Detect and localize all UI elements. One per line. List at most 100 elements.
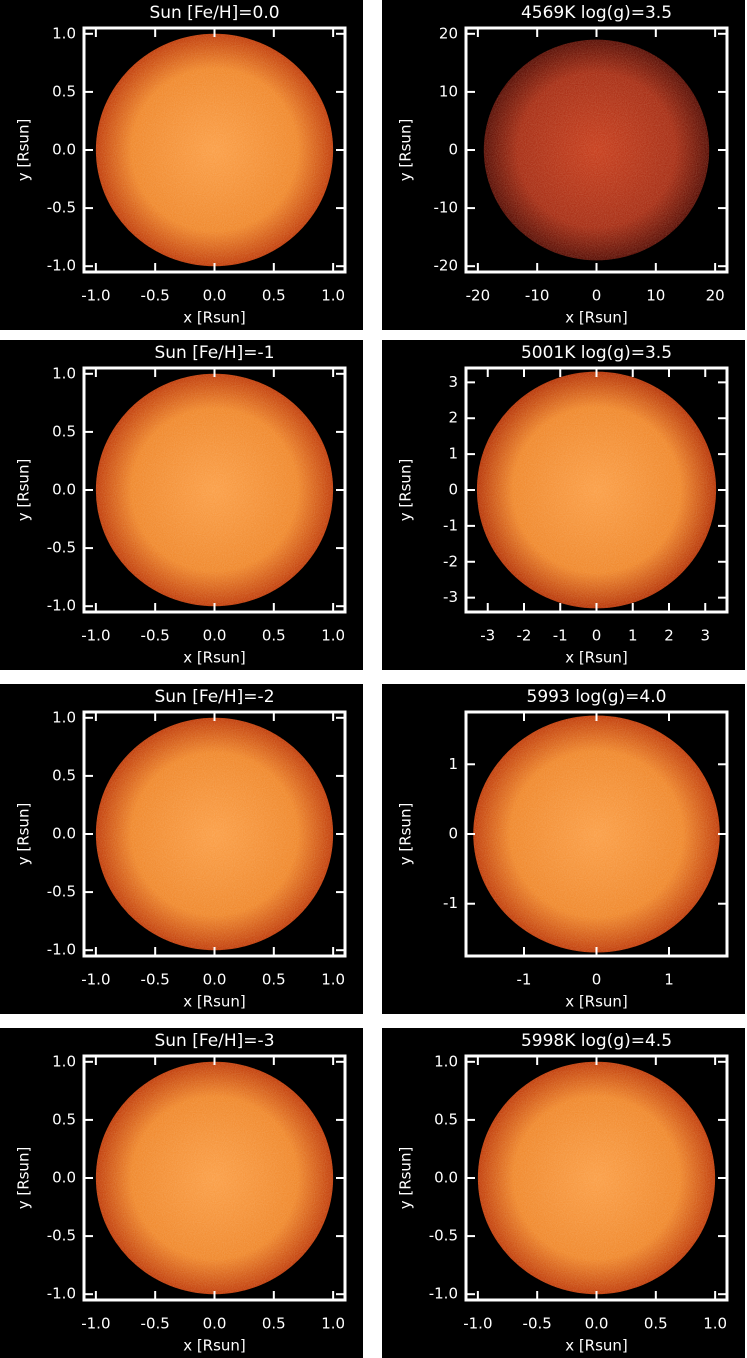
y-tick-label: -1.0 — [47, 1285, 76, 1303]
y-tick-label: 3 — [448, 373, 458, 391]
chart-panel: -20 -10 0 10 20 -20 -10 0 10 20 4569K log(g)=3.5 x … — [382, 0, 745, 330]
x-tick-label: -10 — [525, 287, 550, 305]
x-axis-label: x [Rsun] — [183, 1337, 246, 1355]
disk-texture — [95, 717, 334, 951]
y-tick-label: 0.0 — [52, 1169, 76, 1187]
y-tick-label: 1 — [448, 445, 458, 463]
y-tick-label: -0.5 — [47, 539, 76, 557]
x-tick-label: -0.5 — [523, 1315, 552, 1333]
y-tick-label: 0.5 — [434, 1110, 458, 1128]
x-tick-label: 0.5 — [644, 1315, 668, 1333]
x-tick-label: -3 — [480, 627, 495, 645]
x-tick-label: 0 — [592, 627, 602, 645]
chart-title: Sun [Fe/H]=0.0 — [149, 3, 279, 23]
y-axis-label: y [Rsun] — [15, 803, 33, 866]
x-tick-label: -2 — [517, 627, 532, 645]
x-tick-label: -0.5 — [141, 627, 170, 645]
chart-title: 4569K log(g)=3.5 — [521, 3, 672, 23]
y-axis-label: y [Rsun] — [397, 119, 415, 182]
x-tick-label: 1.0 — [321, 287, 345, 305]
x-axis-label: x [Rsun] — [183, 309, 246, 327]
chart-title: Sun [Fe/H]=-1 — [154, 343, 274, 363]
y-tick-label: 0 — [448, 825, 458, 843]
y-tick-label: -1.0 — [429, 1285, 458, 1303]
x-tick-label: 3 — [700, 627, 710, 645]
disk-texture — [95, 33, 334, 267]
x-axis-label: x [Rsun] — [565, 1337, 628, 1355]
y-tick-label: 2 — [448, 409, 458, 427]
x-tick-label: 2 — [664, 627, 674, 645]
y-tick-label: 0 — [448, 141, 458, 159]
x-axis-label: x [Rsun] — [565, 649, 628, 667]
y-tick-label: -0.5 — [47, 1227, 76, 1245]
y-tick-label: 1.0 — [434, 1052, 458, 1070]
y-tick-label: -0.5 — [429, 1227, 458, 1245]
x-tick-label: -20 — [466, 287, 491, 305]
chart-title: 5993 log(g)=4.0 — [527, 687, 667, 707]
y-tick-label: -20 — [434, 257, 459, 275]
y-tick-label: -10 — [434, 199, 459, 217]
x-axis-label: x [Rsun] — [183, 993, 246, 1011]
y-tick-label: 1.0 — [52, 24, 76, 42]
x-tick-label: 0.0 — [203, 627, 227, 645]
disk-texture — [473, 715, 720, 953]
y-tick-label: 0.5 — [52, 422, 76, 440]
y-axis-label: y [Rsun] — [397, 459, 415, 522]
x-tick-label: 0 — [592, 971, 602, 989]
x-tick-label: 10 — [646, 287, 665, 305]
disk-texture — [477, 1061, 716, 1295]
y-tick-label: 1.0 — [52, 708, 76, 726]
x-tick-label: -1.0 — [81, 627, 110, 645]
x-tick-label: 1.0 — [321, 971, 345, 989]
chart-title: Sun [Fe/H]=-2 — [154, 687, 274, 707]
x-tick-label: 0.0 — [203, 287, 227, 305]
y-tick-label: 0.5 — [52, 82, 76, 100]
y-tick-label: -0.5 — [47, 199, 76, 217]
y-axis-label: y [Rsun] — [15, 119, 33, 182]
x-tick-label: -1.0 — [463, 1315, 492, 1333]
x-axis-label: x [Rsun] — [565, 993, 628, 1011]
chart-panel: -1.0 -0.5 0.0 0.5 1.0 -1.0 -0.5 0.0 0.5 1.0 Sun [F… — [0, 684, 363, 1014]
disk-texture — [476, 371, 717, 609]
x-tick-label: -1.0 — [81, 287, 110, 305]
x-tick-label: 1 — [664, 971, 674, 989]
x-tick-label: 0.5 — [262, 971, 286, 989]
chart-panel: -1.0 -0.5 0.0 0.5 1.0 -1.0 -0.5 0.0 0.5 1.0 Sun [F… — [0, 340, 363, 670]
x-tick-label: 0.5 — [262, 627, 286, 645]
y-tick-label: -3 — [443, 588, 458, 606]
y-tick-label: 1.0 — [52, 1052, 76, 1070]
y-tick-label: -0.5 — [47, 883, 76, 901]
x-axis-label: x [Rsun] — [565, 309, 628, 327]
y-axis-label: y [Rsun] — [15, 459, 33, 522]
x-tick-label: -1.0 — [81, 971, 110, 989]
chart-panel: -1 0 1 -1 0 1 5993 log(g)=4.0 x [Rsun] y [Rsun] — [382, 684, 745, 1014]
x-tick-label: 0.5 — [262, 1315, 286, 1333]
x-tick-label: -1.0 — [81, 1315, 110, 1333]
chart-title: 5001K log(g)=3.5 — [521, 343, 672, 363]
y-tick-label: 0.5 — [52, 766, 76, 784]
x-tick-label: 1.0 — [321, 627, 345, 645]
y-tick-label: 0.0 — [52, 825, 76, 843]
x-tick-label: -0.5 — [141, 287, 170, 305]
y-tick-label: 20 — [439, 24, 458, 42]
y-axis-label: y [Rsun] — [397, 803, 415, 866]
y-tick-label: 0 — [448, 481, 458, 499]
y-tick-label: 1 — [448, 755, 458, 773]
x-tick-label: -1 — [517, 971, 532, 989]
chart-title: 5998K log(g)=4.5 — [521, 1031, 672, 1051]
y-tick-label: 0.0 — [52, 481, 76, 499]
y-tick-label: -1 — [443, 516, 458, 534]
chart-panel: -1.0 -0.5 0.0 0.5 1.0 -1.0 -0.5 0.0 0.5 1.0 Sun [F… — [0, 0, 363, 330]
x-axis-label: x [Rsun] — [183, 649, 246, 667]
x-tick-label: 0 — [592, 287, 602, 305]
x-tick-label: -0.5 — [141, 1315, 170, 1333]
x-tick-label: 1.0 — [703, 1315, 727, 1333]
chart-panel: -1.0 -0.5 0.0 0.5 1.0 -1.0 -0.5 0.0 0.5 1.0 5998K … — [382, 1028, 745, 1358]
x-tick-label: 1.0 — [321, 1315, 345, 1333]
y-axis-label: y [Rsun] — [15, 1147, 33, 1210]
x-tick-label: 0.0 — [203, 1315, 227, 1333]
disk-texture — [95, 373, 334, 607]
x-tick-label: 1 — [628, 627, 638, 645]
y-axis-label: y [Rsun] — [397, 1147, 415, 1210]
